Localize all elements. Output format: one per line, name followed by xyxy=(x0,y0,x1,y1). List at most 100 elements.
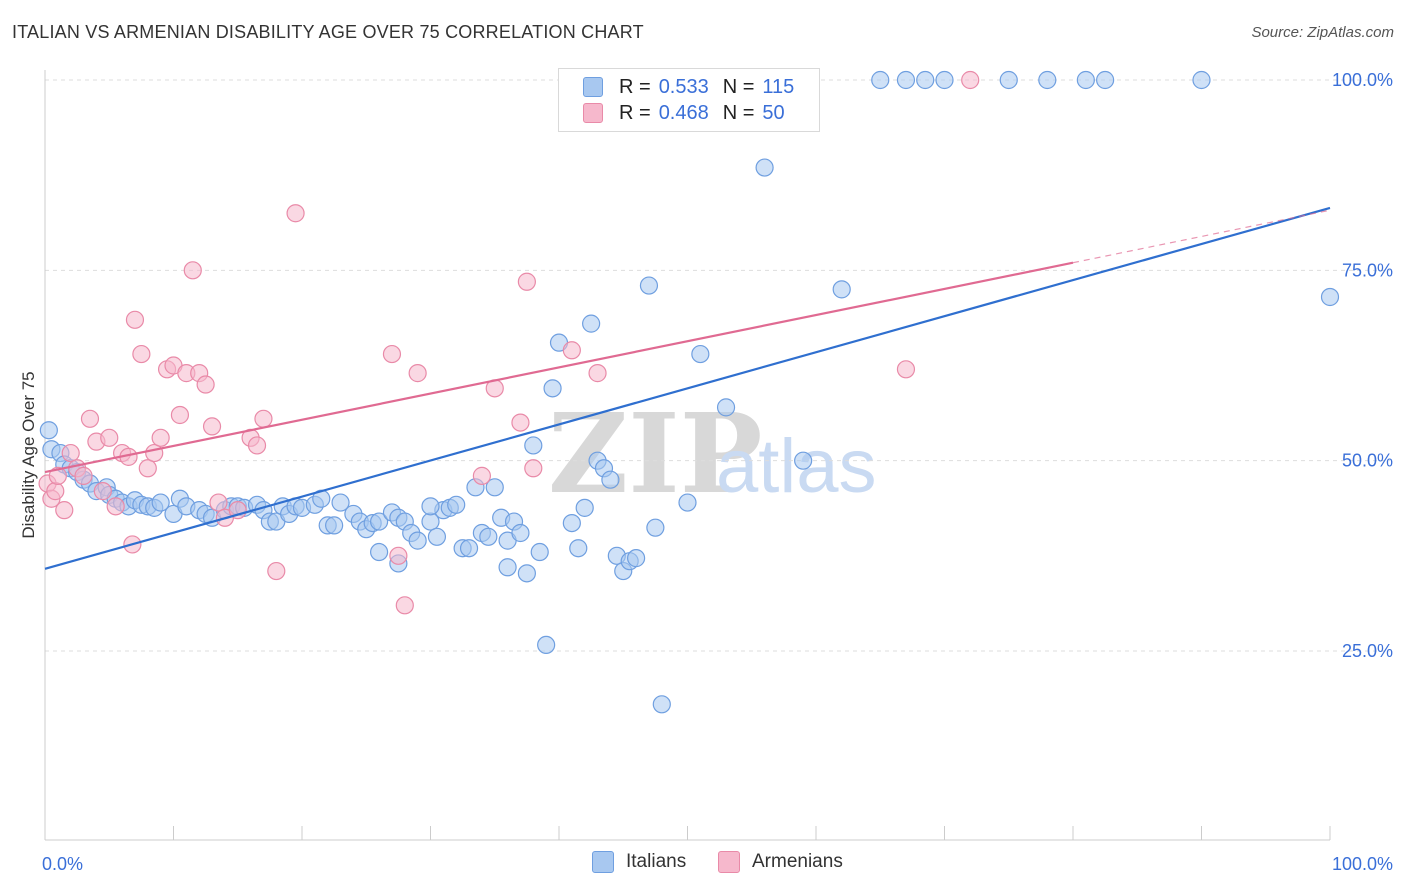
legend-r-label: R = xyxy=(619,75,651,98)
italians-point xyxy=(421,497,440,516)
armenians-point xyxy=(408,364,427,383)
italians-point xyxy=(485,478,504,497)
grid-lines xyxy=(45,79,1390,652)
italians-point xyxy=(151,493,170,512)
correlation-legend: R = 0.533 N = 115 R = 0.468 N = 50 xyxy=(558,68,820,132)
armenians-legend-swatch xyxy=(718,851,740,873)
italians-point xyxy=(582,314,601,333)
armenians-point xyxy=(55,501,74,520)
italians-point xyxy=(575,498,594,517)
legend-item-italians[interactable]: Italians xyxy=(592,851,686,873)
italians-point xyxy=(39,421,58,440)
series-italians xyxy=(39,70,1340,714)
italians-point xyxy=(1096,70,1115,90)
italians-point xyxy=(569,539,588,558)
legend-armenians-label: Armenians xyxy=(752,851,843,872)
italians-swatch xyxy=(583,77,603,97)
italians-point xyxy=(408,531,427,550)
armenians-point xyxy=(961,70,980,90)
armenians-point xyxy=(395,596,414,615)
italians-point xyxy=(999,70,1018,90)
legend-r-value: 0.468 xyxy=(658,101,709,124)
italians-point xyxy=(716,398,736,417)
armenians-point xyxy=(196,375,215,394)
italians-point xyxy=(517,564,536,583)
series-armenians xyxy=(38,70,980,615)
y-tick-label: 25.0% xyxy=(1342,641,1393,661)
armenians-point xyxy=(896,360,916,379)
italians-point xyxy=(935,70,954,90)
x-tick-label-max: 100.0% xyxy=(1332,854,1393,874)
armenians-point xyxy=(151,428,170,447)
armenians-point xyxy=(588,364,607,383)
armenians-point xyxy=(524,459,543,478)
armenians-point xyxy=(183,261,202,280)
legend-n-label: N = xyxy=(722,101,755,124)
legend-n-label: N = xyxy=(722,75,755,98)
legend-n-value: 115 xyxy=(762,75,795,98)
legend-item-armenians[interactable]: Armenians xyxy=(718,851,843,873)
armenians-point xyxy=(125,310,145,329)
armenians-point xyxy=(93,482,112,501)
italians-point xyxy=(537,635,556,655)
armenians-point xyxy=(202,417,222,436)
italians-point xyxy=(871,70,890,90)
italians-point xyxy=(511,523,530,543)
armenians-point xyxy=(517,272,536,291)
armenians-swatch xyxy=(583,103,603,123)
x-tick-label-min: 0.0% xyxy=(42,854,83,874)
italians-point xyxy=(832,280,851,299)
armenians-point xyxy=(254,409,273,428)
trend-lines xyxy=(44,206,1331,570)
italians-point xyxy=(427,527,447,546)
italians-point xyxy=(652,695,671,714)
legend-r-value: 0.533 xyxy=(658,75,709,98)
legend-row-armenians: R = 0.468 N = 50 xyxy=(583,100,785,126)
legend-n-value: 50 xyxy=(762,101,785,124)
italians-point xyxy=(1076,70,1095,90)
italians-point xyxy=(325,516,344,535)
armenians-point xyxy=(145,443,164,463)
armenians-trend-extension xyxy=(1072,209,1331,264)
armenians-point xyxy=(247,436,267,455)
armenians-point xyxy=(286,204,305,223)
legend-row-italians: R = 0.533 N = 115 xyxy=(583,74,794,100)
y-tick-label: 100.0% xyxy=(1332,70,1393,90)
italians-point xyxy=(646,518,665,537)
italians-trend-line xyxy=(44,206,1331,570)
armenians-point xyxy=(511,413,530,432)
armenians-point xyxy=(472,466,491,485)
italians-point xyxy=(562,513,581,533)
armenians-point xyxy=(209,493,228,512)
italians-point xyxy=(691,344,710,364)
legend-italians-label: Italians xyxy=(626,851,687,872)
armenians-point xyxy=(46,482,65,501)
y-tick-label: 50.0% xyxy=(1342,451,1393,471)
italians-point xyxy=(447,495,466,514)
italians-point xyxy=(601,470,620,489)
source-label: Source: ZipAtlas.com xyxy=(1251,24,1394,41)
armenians-point xyxy=(382,344,402,364)
armenians-trend-line xyxy=(44,261,1074,474)
italians-point xyxy=(916,70,935,90)
axis-labels: 25.0% 50.0% 75.0% 100.0% 0.0% 100.0% Disabilit… xyxy=(19,70,1393,874)
italians-point xyxy=(370,542,389,562)
italians-point xyxy=(479,527,498,546)
armenians-point xyxy=(80,409,100,428)
armenians-point xyxy=(74,466,93,485)
italians-point xyxy=(530,542,549,562)
italians-point xyxy=(755,158,774,177)
italians-point xyxy=(1320,287,1340,307)
italians-point xyxy=(498,558,517,577)
italians-point xyxy=(1038,70,1057,90)
armenians-point xyxy=(170,405,190,425)
armenians-point xyxy=(61,443,80,463)
armenians-point xyxy=(106,497,125,516)
armenians-point xyxy=(267,561,286,581)
series-legend: Italians Armenians xyxy=(0,851,1406,879)
italians-point xyxy=(331,493,350,512)
italians-point xyxy=(639,276,659,295)
legend-r-label: R = xyxy=(619,101,651,124)
chart-title: ITALIAN VS ARMENIAN DISABILITY AGE OVER … xyxy=(12,22,644,42)
